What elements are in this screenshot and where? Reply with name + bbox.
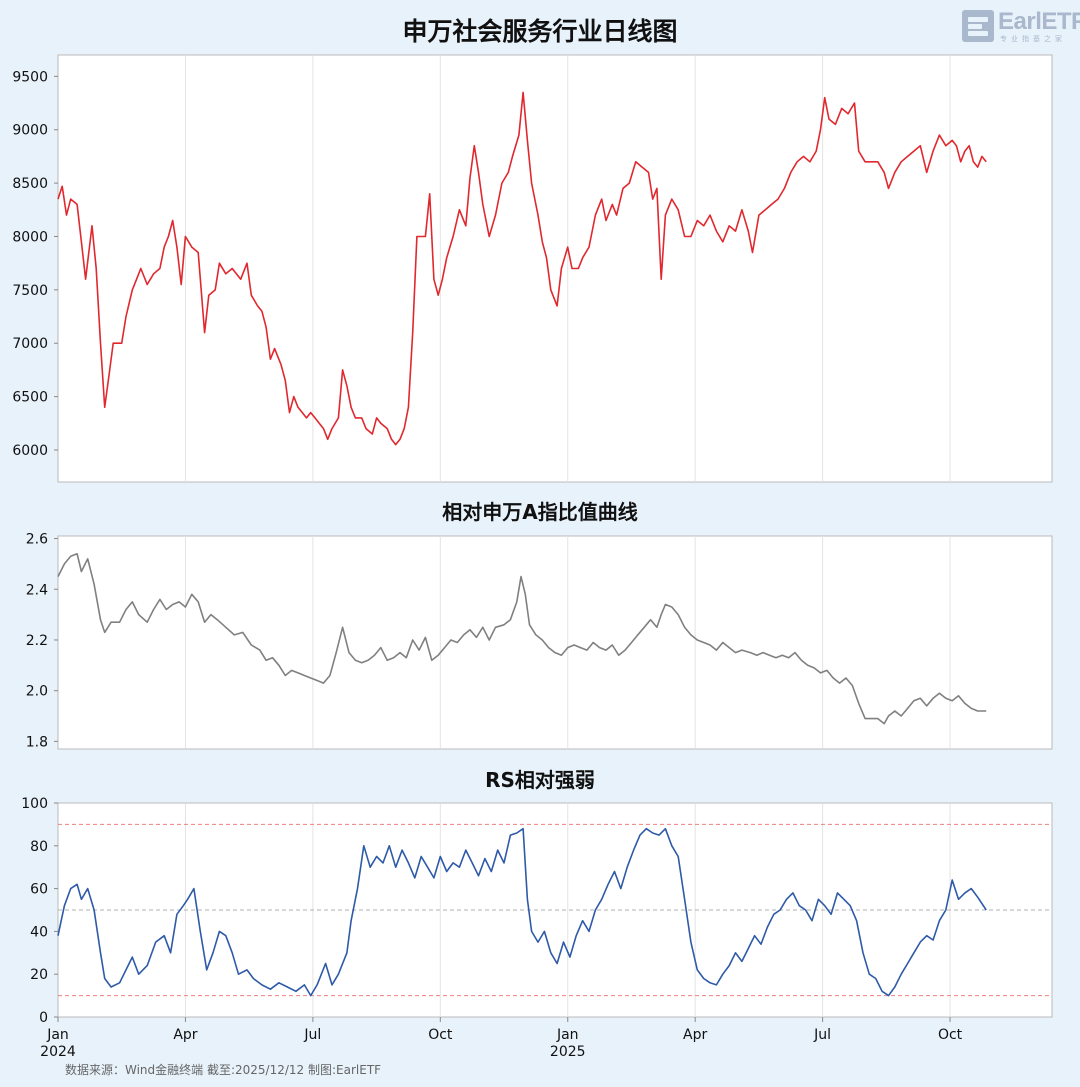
price-chart-title: 申万社会服务行业日线图 <box>402 17 678 46</box>
price-plot-area <box>57 54 1053 483</box>
xtick-label: Jul <box>813 1027 831 1043</box>
ratio-ytick-label: 2.2 <box>26 633 48 649</box>
ratio-ytick-label: 2.0 <box>26 684 48 700</box>
logo-mark-icon <box>962 10 994 42</box>
rs-ytick-label: 60 <box>30 882 48 898</box>
price-ytick-label: 8500 <box>12 176 48 192</box>
xtick-label: Apr <box>683 1027 707 1043</box>
earletf-logo: EarlETF 专业指基之家 <box>962 8 1080 44</box>
price-ytick-label: 7500 <box>12 283 48 299</box>
xtick-year-label: 2024 <box>40 1044 76 1060</box>
price-ytick-label: 8000 <box>12 229 48 245</box>
logo-subtext: 专业指基之家 <box>1000 35 1066 43</box>
rs-ytick-label: 80 <box>30 839 48 855</box>
ratio-chart-title: 相对申万A指比值曲线 <box>442 500 638 524</box>
ratio-plot-area <box>57 535 1053 750</box>
rs-ytick-label: 40 <box>30 924 48 940</box>
logo-text: EarlETF <box>998 8 1080 35</box>
rs-ytick-label: 0 <box>39 1010 48 1026</box>
xtick-label: Oct <box>428 1027 453 1043</box>
xtick-year-label: 2025 <box>550 1044 586 1060</box>
xtick-label: Jan <box>46 1027 69 1043</box>
ratio-ytick-label: 2.4 <box>26 582 48 598</box>
price-ytick-label: 6500 <box>12 390 48 406</box>
price-ytick-label: 7000 <box>12 336 48 352</box>
rs-chart-title: RS相对强弱 <box>485 768 595 792</box>
xtick-label: Oct <box>938 1027 963 1043</box>
rs-ytick-label: 100 <box>21 796 48 812</box>
ratio-series-line <box>57 553 987 725</box>
rs-series-line <box>57 827 987 997</box>
xtick-label: Apr <box>173 1027 197 1043</box>
price-series-line <box>57 91 987 446</box>
ratio-ytick-label: 2.6 <box>26 532 48 548</box>
rs-ytick-label: 20 <box>30 967 48 983</box>
price-ytick-label: 9000 <box>12 123 48 139</box>
price-ytick-label: 9500 <box>12 69 48 85</box>
data-source-note: 数据来源：Wind金融终端 截至:2025/12/12 制图:EarlETF <box>65 1063 382 1077</box>
ratio-ytick-label: 1.8 <box>26 734 48 750</box>
xtick-label: Jul <box>303 1027 321 1043</box>
xtick-label: Jan <box>556 1027 579 1043</box>
price-ytick-label: 6000 <box>12 443 48 459</box>
